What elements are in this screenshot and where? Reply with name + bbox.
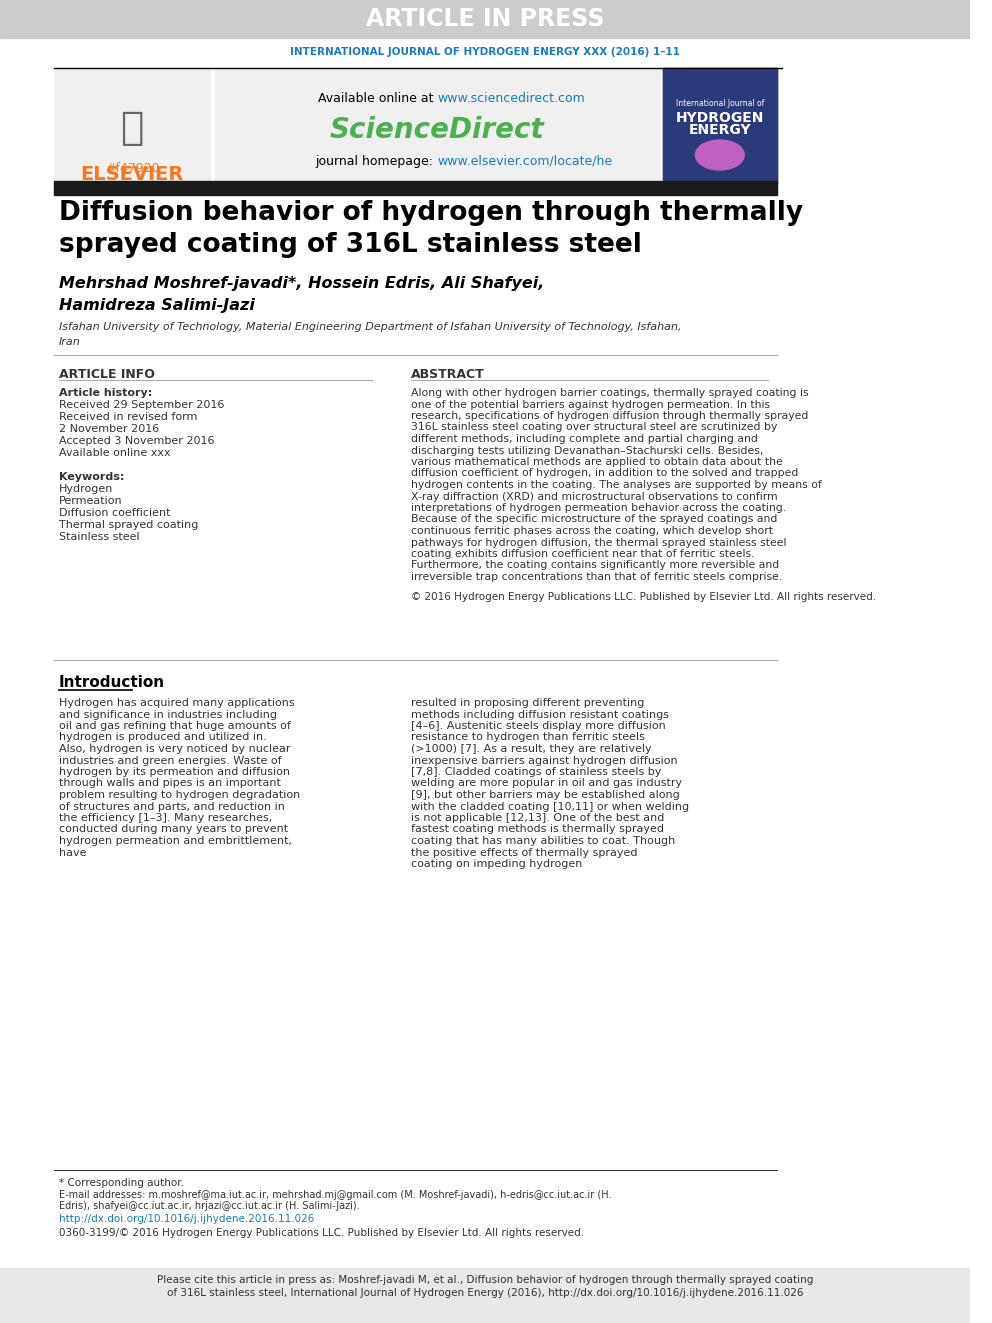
Text: of 316L stainless steel, International Journal of Hydrogen Energy (2016), http:/: of 316L stainless steel, International J…	[167, 1289, 804, 1298]
Text: * Corresponding author.: * Corresponding author.	[59, 1177, 184, 1188]
Text: coating that has many abilities to coat. Though: coating that has many abilities to coat.…	[411, 836, 675, 845]
Text: ARTICLE INFO: ARTICLE INFO	[59, 368, 155, 381]
Text: research, specifications of hydrogen diffusion through thermally sprayed: research, specifications of hydrogen dif…	[411, 411, 808, 421]
Text: conducted during many years to prevent: conducted during many years to prevent	[59, 824, 288, 835]
Text: E-mail addresses: m.moshref@ma.iut.ac.ir, mehrshad.mj@gmail.com (M. Moshref-java: E-mail addresses: m.moshref@ma.iut.ac.ir…	[59, 1189, 611, 1200]
Text: Hydrogen: Hydrogen	[59, 484, 113, 493]
Text: coating on impeding hydrogen: coating on impeding hydrogen	[411, 859, 582, 869]
Text: irreversible trap concentrations than that of ferritic steels comprise.: irreversible trap concentrations than th…	[411, 572, 782, 582]
Text: 2 November 2016: 2 November 2016	[59, 423, 159, 434]
Text: pathways for hydrogen diffusion, the thermal sprayed stainless steel: pathways for hydrogen diffusion, the the…	[411, 537, 787, 548]
Text: fastest coating methods is thermally sprayed: fastest coating methods is thermally spr…	[411, 824, 664, 835]
Text: oil and gas refining that huge amounts of: oil and gas refining that huge amounts o…	[59, 721, 291, 732]
Text: different methods, including complete and partial charging and: different methods, including complete an…	[411, 434, 758, 445]
Text: [7,8]. Cladded coatings of stainless steels by: [7,8]. Cladded coatings of stainless ste…	[411, 767, 661, 777]
Text: Furthermore, the coating contains significantly more reversible and: Furthermore, the coating contains signif…	[411, 561, 779, 570]
Text: www.sciencedirect.com: www.sciencedirect.com	[437, 91, 585, 105]
Text: [9], but other barriers may be established along: [9], but other barriers may be establish…	[411, 790, 680, 800]
Text: industries and green energies. Waste of: industries and green energies. Waste of	[59, 755, 282, 766]
Text: hydrogen permeation and embrittlement,: hydrogen permeation and embrittlement,	[59, 836, 292, 845]
Text: inexpensive barriers against hydrogen diffusion: inexpensive barriers against hydrogen di…	[411, 755, 678, 766]
Bar	[215, 67, 660, 183]
Text: of structures and parts, and reduction in: of structures and parts, and reduction i…	[59, 802, 285, 811]
Bar	[663, 67, 777, 183]
Text: Received in revised form: Received in revised form	[59, 411, 197, 422]
Text: is not applicable [12,13]. One of the best and: is not applicable [12,13]. One of the be…	[411, 814, 664, 823]
Text: (>1000) [7]. As a result, they are relatively: (>1000) [7]. As a result, they are relat…	[411, 744, 652, 754]
Text: hydrogen by its permeation and diffusion: hydrogen by its permeation and diffusion	[59, 767, 290, 777]
Text: sprayed coating of 316L stainless steel: sprayed coating of 316L stainless steel	[59, 232, 642, 258]
Text: Edris), shafyei@cc.iut.ac.ir, hrjazi@cc.iut.ac.ir (H. Salimi-Jazi).: Edris), shafyei@cc.iut.ac.ir, hrjazi@cc.…	[59, 1201, 359, 1211]
Text: ABSTRACT: ABSTRACT	[411, 368, 484, 381]
Text: and significance in industries including: and significance in industries including	[59, 709, 277, 720]
Text: Iran: Iran	[59, 337, 80, 347]
Text: Hamidreza Salimi-Jazi: Hamidreza Salimi-Jazi	[59, 298, 255, 314]
Text: INTERNATIONAL JOURNAL OF HYDROGEN ENERGY XXX (2016) 1–11: INTERNATIONAL JOURNAL OF HYDROGEN ENERGY…	[290, 48, 681, 57]
Text: Mehrshad Moshref-javadi*, Hossein Edris, Ali Shafyei,: Mehrshad Moshref-javadi*, Hossein Edris,…	[59, 277, 544, 291]
Text: 0360-3199/© 2016 Hydrogen Energy Publications LLC. Published by Elsevier Ltd. Al: 0360-3199/© 2016 Hydrogen Energy Publica…	[59, 1228, 584, 1238]
Text: Article history:: Article history:	[59, 388, 152, 398]
Text: methods including diffusion resistant coatings: methods including diffusion resistant co…	[411, 709, 669, 720]
Text: www.elsevier.com/locate/he: www.elsevier.com/locate/he	[437, 155, 612, 168]
Text: [4–6]. Austenitic steels display more diffusion: [4–6]. Austenitic steels display more di…	[411, 721, 666, 732]
Text: Diffusion coefficient: Diffusion coefficient	[59, 508, 171, 519]
Text: Hydrogen has acquired many applications: Hydrogen has acquired many applications	[59, 699, 295, 708]
Text: Diffusion behavior of hydrogen through thermally: Diffusion behavior of hydrogen through t…	[59, 200, 803, 226]
Text: Available online xxx: Available online xxx	[59, 448, 171, 458]
Text: resistance to hydrogen than ferritic steels: resistance to hydrogen than ferritic ste…	[411, 733, 645, 742]
Text: Received 29 September 2016: Received 29 September 2016	[59, 400, 224, 410]
Text: with the cladded coating [10,11] or when welding: with the cladded coating [10,11] or when…	[411, 802, 688, 811]
Text: various mathematical methods are applied to obtain data about the: various mathematical methods are applied…	[411, 456, 783, 467]
Bar	[54, 181, 777, 194]
Text: Available online at: Available online at	[317, 91, 437, 105]
Text: #f47920: #f47920	[105, 161, 160, 175]
Text: welding are more popular in oil and gas industry: welding are more popular in oil and gas …	[411, 778, 682, 789]
Text: the efficiency [1–3]. Many researches,: the efficiency [1–3]. Many researches,	[59, 814, 272, 823]
Text: ARTICLE IN PRESS: ARTICLE IN PRESS	[366, 7, 604, 30]
Text: through walls and pipes is an important: through walls and pipes is an important	[59, 778, 281, 789]
Text: interpretations of hydrogen permeation behavior across the coating.: interpretations of hydrogen permeation b…	[411, 503, 786, 513]
Text: the positive effects of thermally sprayed: the positive effects of thermally spraye…	[411, 848, 637, 857]
Bar	[663, 67, 777, 183]
Text: discharging tests utilizing Devanathan–Stachurski cells. Besides,: discharging tests utilizing Devanathan–S…	[411, 446, 763, 455]
Text: resulted in proposing different preventing: resulted in proposing different preventi…	[411, 699, 644, 708]
Text: ScienceDirect: ScienceDirect	[329, 116, 545, 144]
Text: coating exhibits diffusion coefficient near that of ferritic steels.: coating exhibits diffusion coefficient n…	[411, 549, 754, 560]
Text: Also, hydrogen is very noticed by nuclear: Also, hydrogen is very noticed by nuclea…	[59, 744, 291, 754]
Text: X-ray diffraction (XRD) and microstructural observations to confirm: X-ray diffraction (XRD) and microstructu…	[411, 492, 778, 501]
Text: Permeation: Permeation	[59, 496, 122, 505]
Text: continuous ferritic phases across the coating, which develop short: continuous ferritic phases across the co…	[411, 527, 773, 536]
Text: journal homepage:: journal homepage:	[315, 155, 437, 168]
Text: ENERGY: ENERGY	[688, 123, 751, 138]
Text: diffusion coefficient of hydrogen, in addition to the solved and trapped: diffusion coefficient of hydrogen, in ad…	[411, 468, 799, 479]
Text: 316L stainless steel coating over structural steel are scrutinized by: 316L stainless steel coating over struct…	[411, 422, 777, 433]
Text: Thermal sprayed coating: Thermal sprayed coating	[59, 520, 198, 531]
Text: Accepted 3 November 2016: Accepted 3 November 2016	[59, 437, 214, 446]
Bar	[0, 0, 970, 38]
Bar	[0, 1267, 970, 1323]
Text: Stainless steel: Stainless steel	[59, 532, 139, 542]
Text: Introduction: Introduction	[59, 675, 165, 691]
Text: © 2016 Hydrogen Energy Publications LLC. Published by Elsevier Ltd. All rights r: © 2016 Hydrogen Energy Publications LLC.…	[411, 591, 876, 602]
Text: International Journal of: International Journal of	[676, 98, 764, 107]
Text: http://dx.doi.org/10.1016/j.ijhydene.2016.11.026: http://dx.doi.org/10.1016/j.ijhydene.201…	[59, 1215, 314, 1224]
Bar	[54, 67, 210, 183]
Text: Isfahan University of Technology, Material Engineering Department of Isfahan Uni: Isfahan University of Technology, Materi…	[59, 321, 682, 332]
Text: problem resulting to hydrogen degradation: problem resulting to hydrogen degradatio…	[59, 790, 300, 800]
Text: have: have	[59, 848, 86, 857]
Text: hydrogen is produced and utilized in.: hydrogen is produced and utilized in.	[59, 733, 267, 742]
Text: one of the potential barriers against hydrogen permeation. In this: one of the potential barriers against hy…	[411, 400, 770, 410]
Text: HYDROGEN: HYDROGEN	[676, 111, 764, 124]
Ellipse shape	[695, 140, 744, 169]
Text: Keywords:: Keywords:	[59, 472, 124, 482]
Text: Along with other hydrogen barrier coatings, thermally sprayed coating is: Along with other hydrogen barrier coatin…	[411, 388, 808, 398]
Text: 🌳: 🌳	[120, 108, 144, 147]
Text: Because of the specific microstructure of the sprayed coatings and: Because of the specific microstructure o…	[411, 515, 777, 524]
Text: ELSEVIER: ELSEVIER	[80, 164, 184, 184]
Text: hydrogen contents in the coating. The analyses are supported by means of: hydrogen contents in the coating. The an…	[411, 480, 821, 490]
Text: Please cite this article in press as: Moshref-javadi M, et al., Diffusion behavi: Please cite this article in press as: Mo…	[157, 1275, 813, 1285]
